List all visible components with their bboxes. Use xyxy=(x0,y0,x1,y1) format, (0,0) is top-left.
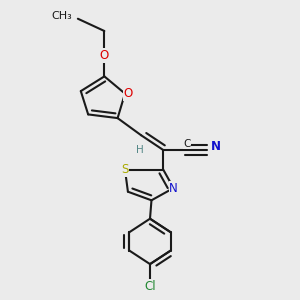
Text: H: H xyxy=(136,146,144,155)
Text: C: C xyxy=(183,139,190,149)
Text: O: O xyxy=(100,49,109,62)
Text: Cl: Cl xyxy=(144,280,156,293)
Text: CH₃: CH₃ xyxy=(51,11,72,21)
Text: S: S xyxy=(121,163,129,176)
Text: O: O xyxy=(123,87,133,100)
Text: N: N xyxy=(169,182,178,194)
Text: N: N xyxy=(211,140,221,153)
